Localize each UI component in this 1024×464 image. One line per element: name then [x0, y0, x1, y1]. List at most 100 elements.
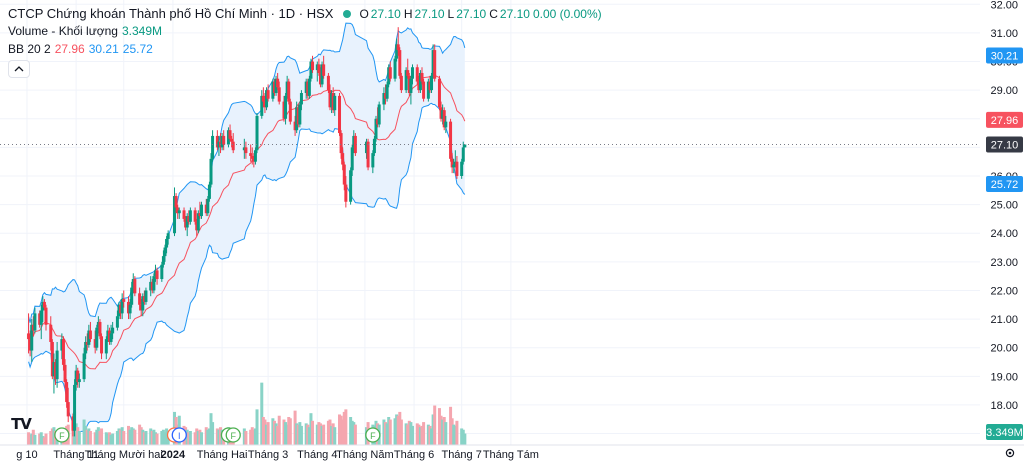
- bb-upper-line: [28, 22, 466, 323]
- candle-body: [261, 95, 265, 102]
- candle-body: [242, 147, 246, 151]
- candle-body: [85, 341, 89, 345]
- volume-bar: [431, 414, 435, 445]
- volume-bar: [382, 419, 386, 445]
- candle-body: [42, 301, 46, 308]
- volume-bar: [242, 428, 246, 445]
- ohlc-low-label: L: [447, 6, 455, 21]
- volume-bar: [430, 428, 434, 445]
- symbol-legend: CTCP Chứng khoán Thành phố Hồ Chí Minh ·…: [8, 6, 605, 21]
- volume-bar: [253, 428, 257, 445]
- candle-body: [277, 87, 281, 102]
- ohlc-high-label: H: [403, 6, 413, 21]
- candle-body: [217, 141, 221, 148]
- volume-bar: [284, 422, 288, 445]
- settings-button[interactable]: [1002, 445, 1018, 461]
- candle-body: [174, 196, 178, 208]
- price-change: 0.00 (0.00%): [532, 6, 602, 21]
- volume-bar: [195, 428, 199, 445]
- bb-legend[interactable]: BB 20 2 27.96 30.21 25.72: [8, 42, 153, 56]
- volume-bar: [341, 419, 345, 445]
- candle-body: [306, 81, 310, 96]
- tradingview-logo[interactable]: TV: [11, 415, 32, 433]
- candle-body: [96, 321, 100, 328]
- candle-body: [244, 147, 248, 154]
- y-tick-label: 32.00: [990, 0, 1018, 11]
- candle-body: [139, 304, 143, 311]
- volume-bar: [93, 432, 97, 445]
- volume-bar: [149, 428, 153, 445]
- candle-body: [111, 327, 115, 334]
- ohlc-low-value: 27.10: [456, 6, 487, 21]
- candle-body: [265, 90, 269, 108]
- x-tick-label: Tháng Tám: [483, 449, 539, 461]
- volume-bar: [428, 425, 432, 445]
- volume-bar: [388, 419, 392, 445]
- candle-body: [100, 336, 104, 354]
- candle-body: [410, 67, 414, 79]
- candle-body: [65, 382, 69, 403]
- volume-bar: [33, 434, 37, 445]
- volume-bar: [152, 429, 156, 445]
- volume-bar: [160, 431, 164, 445]
- candle-body: [55, 350, 59, 380]
- volume-bar: [287, 417, 291, 445]
- candle-body: [188, 210, 192, 222]
- volume-bar: [272, 420, 276, 445]
- volume-bar: [350, 420, 354, 445]
- volume-bar: [153, 432, 157, 445]
- candle-body: [439, 107, 443, 119]
- candle-body: [449, 121, 453, 159]
- volume-bar: [296, 424, 300, 445]
- candle-body: [285, 81, 289, 96]
- volume-bar: [161, 429, 165, 445]
- last-price-badge-text: 27.10: [991, 140, 1019, 152]
- x-tick-label: Tháng Hai: [197, 449, 248, 461]
- volume-bar: [352, 422, 356, 445]
- volume-bar: [150, 431, 154, 445]
- volume-bar: [353, 424, 357, 445]
- collapse-legend-button[interactable]: [8, 60, 30, 78]
- candle-body: [341, 153, 345, 165]
- volume-bar: [274, 423, 278, 445]
- volume-legend[interactable]: Volume - Khối lượng 3.349M: [8, 24, 165, 38]
- candle-body: [88, 330, 92, 340]
- volume-bar: [393, 418, 397, 445]
- candle-body: [250, 155, 254, 159]
- volume-bar: [131, 428, 135, 445]
- event-marker: [54, 427, 70, 443]
- candle-body: [444, 121, 448, 128]
- volume-bar: [263, 419, 267, 445]
- candle-body: [252, 158, 256, 162]
- volume-bar: [409, 422, 413, 445]
- volume-legend-label: Volume - Khối lượng: [8, 24, 118, 38]
- volume-bar: [449, 406, 453, 445]
- candle-body: [326, 75, 330, 91]
- volume-bar: [331, 423, 335, 445]
- y-tick-label: 29.00: [990, 85, 1018, 97]
- volume-bar: [260, 382, 264, 445]
- chevron-up-icon: [14, 66, 24, 72]
- candle-body: [299, 93, 303, 105]
- x-tick-label: Tháng 11: [53, 449, 99, 461]
- volume-bar: [463, 433, 467, 445]
- volume-bar: [130, 427, 134, 445]
- bb-lower-line: [28, 102, 466, 433]
- volume-bar: [128, 429, 132, 445]
- volume-bar: [117, 428, 121, 445]
- candle-body: [119, 304, 123, 314]
- x-tick-label: Tháng 6: [394, 449, 434, 461]
- volume-bar: [106, 433, 110, 445]
- volume-bar: [410, 425, 414, 445]
- candle-body: [249, 153, 253, 156]
- candle-body: [371, 153, 375, 168]
- candle-body: [304, 81, 308, 94]
- candle-body: [322, 64, 326, 76]
- candle-body: [61, 339, 65, 365]
- volume-bar: [217, 429, 221, 445]
- candle-body: [296, 107, 300, 125]
- volume-bar: [144, 431, 148, 445]
- volume-bar: [185, 429, 189, 445]
- candle-body: [82, 353, 86, 380]
